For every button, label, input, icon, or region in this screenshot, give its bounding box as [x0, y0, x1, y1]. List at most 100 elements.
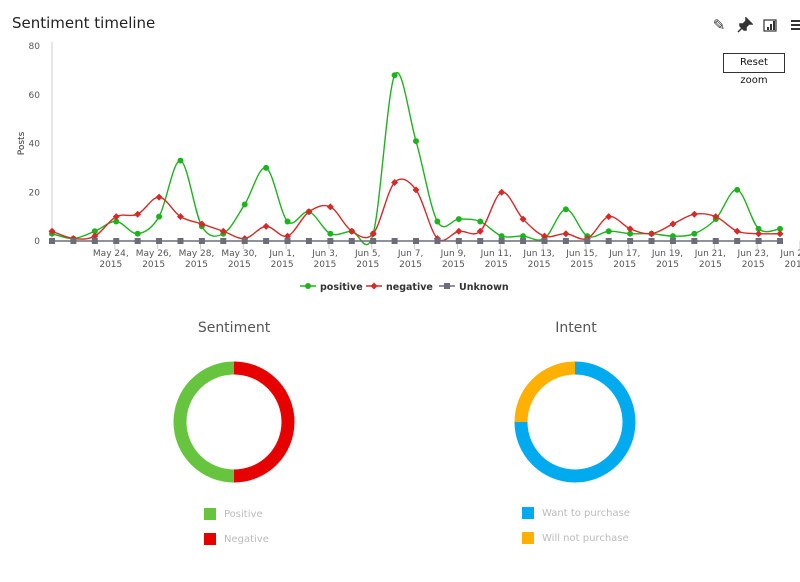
- data-point-positive: [777, 225, 783, 232]
- menu-icon[interactable]: [788, 16, 800, 34]
- data-point-negative: [712, 213, 720, 221]
- data-point-positive: [562, 206, 569, 213]
- x-tick-label: May 26,: [136, 249, 172, 259]
- y-tick-label: 40: [29, 140, 41, 150]
- data-point-unknown: [391, 238, 398, 244]
- data-point-negative: [755, 230, 763, 238]
- data-point-positive: [91, 228, 98, 235]
- legend-label-positive[interactable]: positive: [320, 282, 363, 293]
- data-point-negative: [540, 232, 548, 240]
- data-point-negative: [562, 230, 570, 238]
- data-point-positive: [177, 157, 184, 164]
- data-point-unknown: [691, 238, 698, 244]
- legend-label: Negative: [224, 533, 269, 545]
- data-point-unknown: [712, 238, 719, 244]
- data-point-unknown: [91, 238, 98, 244]
- data-point-unknown: [434, 238, 441, 244]
- data-point-positive: [156, 213, 163, 220]
- donut-slice-positive[interactable]: [173, 361, 235, 483]
- donut-slice-want-to-purchase[interactable]: [514, 361, 636, 483]
- chart-toolbar: ✎: [710, 16, 800, 34]
- intent-donut-chart: [514, 361, 636, 483]
- data-point-positive: [605, 228, 612, 235]
- x-tick-label: May 24,: [93, 249, 129, 259]
- donut-slice-will-not-purchase[interactable]: [514, 361, 576, 423]
- data-point-positive: [327, 230, 334, 237]
- data-point-unknown: [113, 238, 120, 244]
- data-point-positive: [498, 233, 505, 240]
- x-tick-label-year: 2015: [570, 260, 593, 270]
- data-point-unknown: [498, 238, 505, 244]
- x-tick-label-year: 2015: [313, 260, 336, 270]
- pencil-icon[interactable]: ✎: [712, 16, 726, 34]
- data-point-negative: [369, 230, 377, 238]
- data-point-negative: [305, 208, 313, 216]
- reset-zoom-button[interactable]: Reset zoom: [723, 53, 785, 86]
- pin-icon[interactable]: [736, 16, 754, 34]
- x-tick-label: Jun 7,: [397, 249, 424, 259]
- data-point-negative: [155, 193, 163, 201]
- sentiment-donut-title: Sentiment: [197, 320, 271, 336]
- data-point-negative: [284, 232, 292, 240]
- data-point-positive: [520, 233, 527, 240]
- data-point-negative: [690, 210, 698, 218]
- sentiment-legend-positive[interactable]: Positive: [204, 508, 263, 520]
- x-tick-label: Jun 9,: [440, 249, 467, 259]
- data-point-unknown: [755, 238, 762, 244]
- data-point-unknown: [177, 238, 184, 244]
- legend-label-unknown[interactable]: Unknown: [459, 282, 509, 293]
- negative-swatch: [204, 533, 216, 545]
- data-point-unknown: [584, 238, 591, 244]
- signal-icon[interactable]: [762, 16, 780, 34]
- data-point-unknown: [562, 238, 569, 244]
- data-point-negative: [455, 227, 463, 235]
- y-tick-label: 20: [29, 188, 41, 198]
- series-line-positive: [51, 71, 781, 246]
- x-tick-label-year: 2015: [271, 260, 294, 270]
- positive-swatch: [204, 508, 216, 520]
- x-tick-label-year: 2015: [399, 260, 422, 270]
- y-tick-label: 0: [34, 237, 40, 247]
- data-point-negative: [412, 186, 420, 194]
- x-tick-label-year: 2015: [356, 260, 379, 270]
- x-tick-label: May 28,: [179, 249, 215, 259]
- data-point-negative: [219, 227, 227, 235]
- data-point-unknown: [413, 238, 419, 244]
- data-point-unknown: [348, 238, 355, 244]
- data-point-unknown: [220, 238, 227, 244]
- data-point-negative: [391, 179, 399, 186]
- data-point-negative: [262, 222, 270, 230]
- intent-donut-title: Intent: [555, 320, 597, 336]
- legend-marker-positive: [305, 283, 311, 289]
- legend-label: Positive: [224, 508, 263, 520]
- legend-marker-unknown: [444, 283, 450, 289]
- x-tick-label-year: 2015: [442, 260, 465, 270]
- data-point-negative: [48, 227, 56, 235]
- legend-label-negative[interactable]: negative: [386, 282, 433, 293]
- x-tick-label-year: 2015: [99, 260, 122, 270]
- x-tick-label-year: 2015: [485, 260, 508, 270]
- legend-label: Will not purchase: [542, 532, 629, 544]
- data-point-negative: [733, 227, 741, 235]
- data-point-negative: [776, 230, 784, 238]
- intent-legend-want[interactable]: Want to purchase: [522, 507, 630, 519]
- data-point-unknown: [327, 238, 334, 244]
- x-tick-label: May 30,: [221, 249, 257, 259]
- data-point-unknown: [648, 238, 655, 244]
- x-tick-label: Jun 19,: [651, 249, 683, 259]
- x-tick-label-year: 2015: [228, 260, 251, 270]
- data-point-unknown: [669, 238, 676, 244]
- x-tick-label: Jun 3,: [311, 249, 338, 259]
- donut-slice-negative[interactable]: [233, 361, 295, 483]
- legend-marker-negative: [370, 282, 378, 290]
- data-point-unknown: [734, 238, 741, 244]
- y-tick-label: 60: [29, 91, 41, 101]
- data-point-unknown: [370, 238, 377, 244]
- data-point-positive: [241, 201, 248, 208]
- data-point-unknown: [627, 238, 634, 244]
- data-point-unknown: [777, 238, 783, 244]
- data-point-unknown: [198, 238, 205, 244]
- intent-legend-will-not[interactable]: Will not purchase: [522, 532, 629, 544]
- sentiment-legend-negative[interactable]: Negative: [204, 533, 269, 545]
- x-tick-label: Jun 25,: [779, 249, 800, 259]
